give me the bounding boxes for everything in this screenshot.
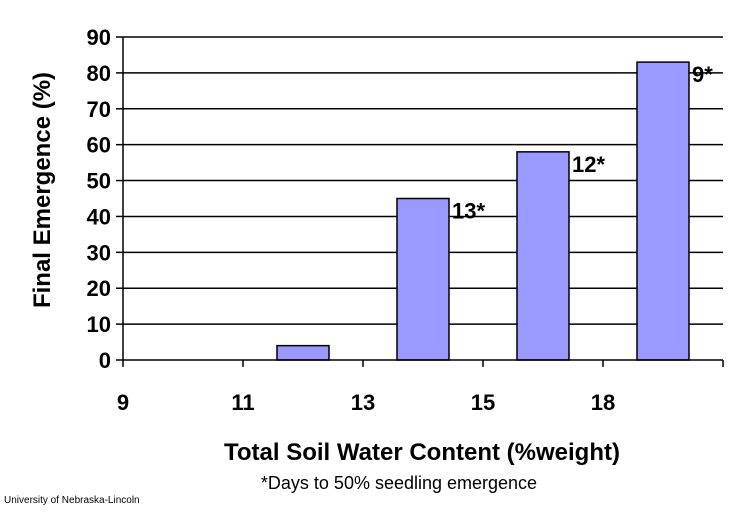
x-tick-label: 13 bbox=[351, 390, 375, 415]
y-tick-label: 80 bbox=[87, 61, 111, 86]
data-label: 13* bbox=[452, 199, 485, 224]
data-label: 9* bbox=[692, 62, 713, 87]
bar bbox=[516, 151, 570, 361]
gridlines bbox=[123, 36, 723, 325]
y-tick-label: 90 bbox=[87, 25, 111, 50]
x-tick-labels: 9 11 13 15 18 bbox=[117, 390, 615, 415]
x-axis-label: Total Soil Water Content (%weight) bbox=[224, 439, 620, 466]
bar bbox=[396, 197, 450, 361]
y-tick-label: 40 bbox=[87, 204, 111, 229]
y-tick-label: 20 bbox=[87, 276, 111, 301]
data-label: 12* bbox=[572, 152, 605, 177]
y-tick-label: 0 bbox=[99, 348, 111, 373]
y-tick-label: 70 bbox=[87, 97, 111, 122]
y-tick-label: 60 bbox=[87, 133, 111, 158]
bar-chart: 0 10 20 30 40 50 60 70 80 90 9 11 13 15 18 13* 12* 9* F… bbox=[29, 25, 724, 466]
data-labels: 13* 12* 9* bbox=[452, 62, 713, 223]
bar bbox=[276, 344, 330, 361]
y-axis-label: Final Emergence (%) bbox=[29, 72, 56, 308]
chart-footnote: *Days to 50% seedling emergence bbox=[260, 473, 538, 493]
bars bbox=[276, 61, 690, 361]
y-tick-label: 10 bbox=[87, 312, 111, 337]
x-tick-label: 9 bbox=[117, 390, 129, 415]
y-tick-label: 50 bbox=[87, 169, 111, 194]
source-credit: University of Nebraska-Lincoln bbox=[4, 495, 140, 506]
axes bbox=[116, 36, 724, 367]
x-tick-label: 11 bbox=[231, 390, 254, 415]
x-tick-label: 15 bbox=[471, 390, 495, 415]
y-tick-label: 30 bbox=[87, 240, 111, 265]
bar bbox=[636, 61, 690, 361]
x-tick-label: 18 bbox=[591, 390, 615, 415]
y-tick-labels: 0 10 20 30 40 50 60 70 80 90 bbox=[87, 25, 111, 373]
